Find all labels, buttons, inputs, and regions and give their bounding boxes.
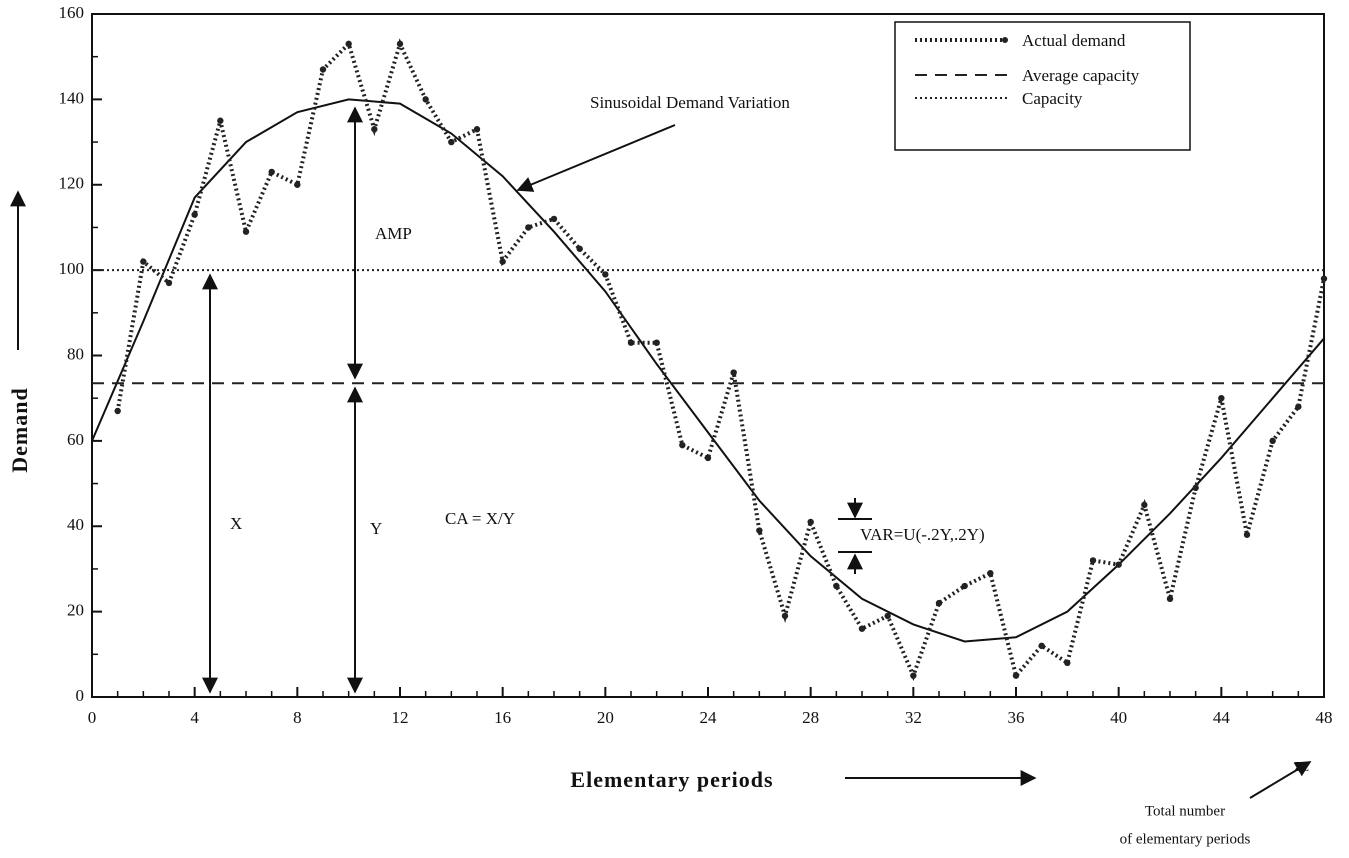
- demand-point: [781, 612, 789, 620]
- demand-point: [1012, 672, 1020, 679]
- x-tick-label: 24: [700, 708, 718, 727]
- demand-point: [1089, 557, 1097, 564]
- demand-point: [165, 279, 173, 287]
- demand-point: [294, 181, 301, 188]
- demand-point: [935, 599, 943, 607]
- x-tick-label: 16: [494, 708, 511, 727]
- demand-point: [1243, 531, 1251, 538]
- demand-point: [1115, 561, 1122, 568]
- legend-label: Actual demand: [1022, 31, 1126, 50]
- demand-point: [191, 211, 198, 218]
- demand-point: [1218, 394, 1225, 402]
- demand-point: [396, 40, 404, 48]
- demand-line: [115, 38, 1326, 682]
- demand-point: [525, 224, 532, 231]
- demand-point: [576, 245, 583, 252]
- demand-point: [1064, 659, 1071, 667]
- y-tick-label: 160: [59, 3, 85, 22]
- y-tick-label: 40: [67, 515, 84, 534]
- annotation: Total number: [1145, 803, 1225, 819]
- demand-point: [1166, 595, 1174, 603]
- x-tick-label: 44: [1213, 708, 1231, 727]
- demand-point: [1038, 642, 1045, 649]
- demand-point: [653, 339, 660, 346]
- y-tick-label: 20: [67, 601, 84, 620]
- y-tick-label: 60: [67, 430, 84, 449]
- demand-point: [602, 271, 609, 278]
- annotation: AMP: [375, 224, 412, 243]
- demand-point: [473, 126, 481, 133]
- demand-point: [319, 66, 327, 73]
- annotation-arrow: [1249, 761, 1312, 799]
- legend-marker: [1002, 37, 1008, 43]
- demand-point: [884, 612, 891, 620]
- annotation: Sinusoidal Demand Variation: [590, 93, 790, 112]
- annotation: of elementary periods: [1120, 831, 1251, 847]
- demand-point: [140, 258, 147, 265]
- demand-point: [499, 258, 506, 265]
- demand-point: [704, 454, 712, 462]
- demand-point: [1295, 403, 1302, 410]
- demand-point: [858, 625, 866, 632]
- x-tick-label: 36: [1008, 708, 1025, 727]
- demand-point: [448, 138, 455, 146]
- annotation: VAR=U(-.2Y,.2Y): [860, 525, 985, 544]
- x-tick-label: 8: [293, 708, 302, 727]
- y-tick-label: 120: [59, 174, 85, 193]
- legend-label: Average capacity: [1022, 66, 1140, 85]
- demand-point: [961, 582, 968, 590]
- demand-point: [217, 117, 224, 124]
- demand-point: [1320, 275, 1328, 282]
- legend-label: Capacity: [1022, 89, 1083, 108]
- demand-point: [550, 215, 558, 223]
- demand-point: [242, 228, 250, 235]
- legend-box: [894, 21, 1191, 151]
- demand-point: [679, 441, 686, 449]
- demand-point: [987, 570, 994, 577]
- demand-point: [730, 369, 737, 376]
- y-tick-label: 0: [76, 686, 85, 705]
- demand-point: [114, 407, 121, 415]
- annotation: Y: [370, 519, 382, 538]
- x-tick-label: 4: [190, 708, 199, 727]
- x-tick-label: 20: [597, 708, 614, 727]
- x-tick-label: 32: [905, 708, 922, 727]
- demand-point: [627, 339, 635, 346]
- y-tick-label: 80: [67, 344, 84, 363]
- y-axis-label: Demand: [7, 387, 32, 472]
- demand-point: [268, 168, 275, 176]
- annotation: CA = X/Y: [445, 509, 515, 528]
- x-tick-label: 48: [1316, 708, 1333, 727]
- annotation: X: [230, 514, 242, 533]
- demand-point: [1192, 484, 1199, 492]
- x-axis-label: Elementary periods: [570, 767, 773, 792]
- demand-point: [371, 126, 378, 133]
- x-tick-label: 40: [1110, 708, 1127, 727]
- sinusoid-line: [91, 98, 1325, 643]
- demand-point: [1141, 501, 1148, 509]
- y-tick-label: 140: [59, 88, 85, 107]
- y-tick-label: 100: [59, 259, 85, 278]
- annotation-arrow: [516, 124, 676, 192]
- demand-point: [756, 527, 763, 534]
- demand-point: [833, 582, 840, 590]
- x-tick-label: 0: [88, 708, 97, 727]
- demand-point: [422, 96, 429, 103]
- demand-point: [1269, 437, 1276, 445]
- demand-point: [345, 40, 352, 48]
- demand-point: [910, 672, 917, 679]
- x-tick-label: 12: [392, 708, 409, 727]
- demand-point: [807, 518, 814, 526]
- x-tick-label: 28: [802, 708, 819, 727]
